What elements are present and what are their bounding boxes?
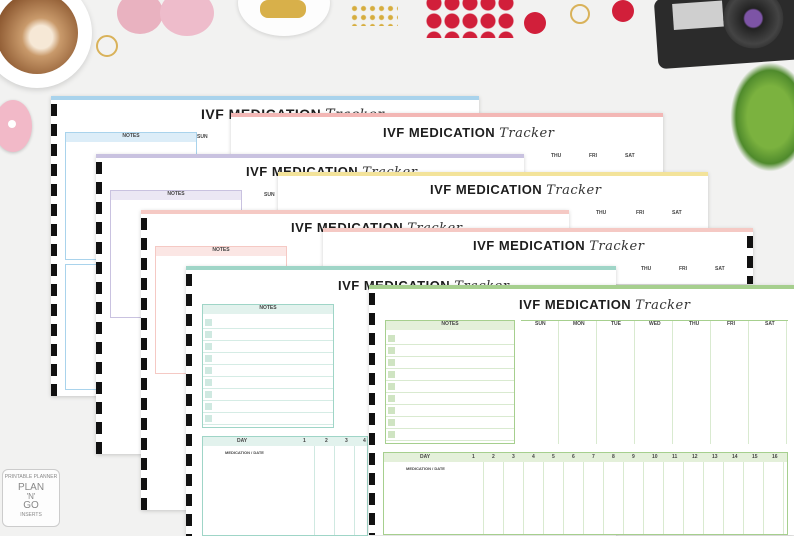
day-number: 10 xyxy=(652,454,658,460)
day-number-row: 1 2 3 4 5 6 7 8 9 10 11 12 13 14 15 16 xyxy=(464,454,787,462)
macaron xyxy=(160,0,214,36)
macaron xyxy=(117,0,163,34)
raspberry xyxy=(524,12,546,34)
day-number: 1 xyxy=(472,454,475,460)
day-number: 9 xyxy=(632,454,635,460)
day-number: 2 xyxy=(492,454,495,460)
paper-clip-dish xyxy=(238,0,330,36)
day-number: 14 xyxy=(732,454,738,460)
raspberry xyxy=(612,0,634,22)
gold-confetti xyxy=(350,4,398,26)
weekly-calendar: SUN MON TUE WED THU FRI SAT xyxy=(521,320,788,444)
day-number: 16 xyxy=(772,454,778,460)
succulent-plant xyxy=(730,62,794,172)
day-number: 11 xyxy=(672,454,678,460)
daily-grid: DAY 1 2 3 4 MEDICATION / DATE xyxy=(202,436,368,536)
coffee-cup xyxy=(0,0,92,88)
day-number: 13 xyxy=(712,454,718,460)
plan-n-go-logo: PRINTABLE PLANNER PLAN 'N' GO INSERTS xyxy=(2,469,60,527)
day-number: 15 xyxy=(752,454,758,460)
day-number: 12 xyxy=(692,454,698,460)
day-number: 7 xyxy=(592,454,595,460)
day-number: 8 xyxy=(612,454,615,460)
day-number: 3 xyxy=(512,454,515,460)
day-number: 5 xyxy=(552,454,555,460)
daily-grid: DAY MEDICATION / DATE 1 2 3 4 5 6 7 8 9 10 11 12 13 1… xyxy=(383,452,788,535)
notes-panel: NOTES xyxy=(385,320,515,444)
day-number: 4 xyxy=(532,454,535,460)
planner-sheet-green: IVF MEDICATION Tracker NOTES SUN MON TUE … xyxy=(369,285,794,535)
gold-ring xyxy=(570,4,590,24)
camera xyxy=(653,0,794,70)
notes-panel: NOTES xyxy=(202,304,334,428)
gold-ring xyxy=(96,35,118,57)
candle xyxy=(0,100,32,152)
day-number: 6 xyxy=(572,454,575,460)
raspberries xyxy=(425,0,515,38)
